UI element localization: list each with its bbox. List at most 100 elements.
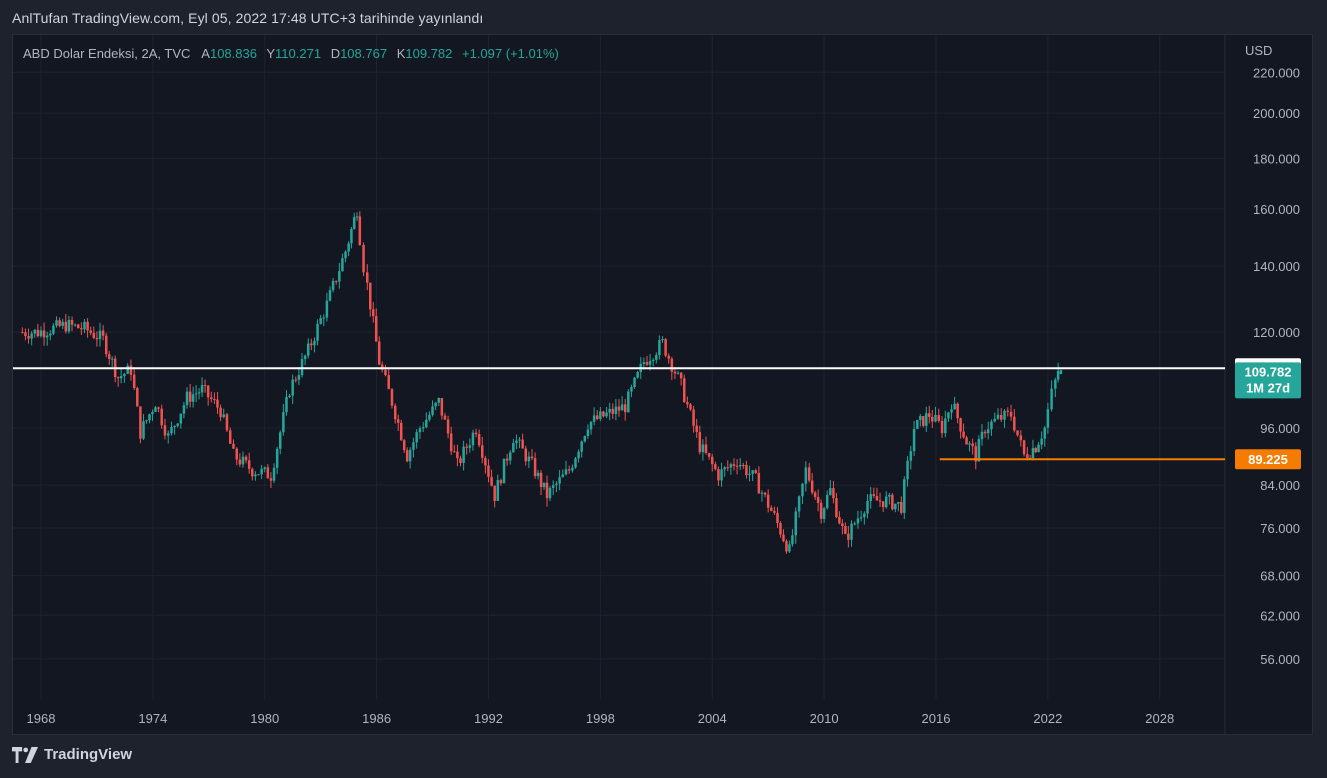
candle-body (571, 467, 574, 471)
y-axis-unit: USD (1245, 43, 1272, 58)
candle-body (67, 319, 71, 332)
candle-body (123, 373, 126, 377)
candle-body (251, 468, 254, 477)
candle-body (527, 456, 531, 462)
candle-body (428, 414, 431, 420)
candle-body (58, 320, 61, 326)
candle-body (499, 480, 503, 484)
candle-body (630, 387, 633, 392)
candle-body (266, 467, 270, 479)
candle-body (751, 470, 754, 474)
candle-body (173, 425, 176, 428)
candle-body (779, 523, 782, 535)
candle-body (269, 478, 273, 481)
candle-body (471, 432, 475, 446)
candle-body (396, 419, 400, 423)
candle-body (145, 420, 148, 422)
candle-body (745, 465, 748, 476)
candle-body (714, 464, 717, 470)
symbol-name[interactable]: ABD Dolar Endeksi, 2A, TVC (23, 46, 191, 61)
candle-body (776, 512, 779, 524)
close-value: 109.782 (405, 46, 453, 61)
candle-body (83, 321, 86, 330)
candle-body (804, 467, 808, 484)
candle-body (322, 317, 326, 319)
candle-body (518, 439, 521, 441)
ohlc-legend: ABD Dolar Endeksi, 2A, TVC A108.836 Y110… (23, 46, 565, 61)
candle-body (191, 394, 195, 402)
candle-body (950, 409, 953, 413)
x-tick-label: 1968 (27, 711, 56, 726)
candle-body (98, 330, 102, 340)
x-tick-label: 1980 (250, 711, 279, 726)
candle-body (608, 408, 611, 413)
candle-body (947, 412, 950, 419)
candle-body (272, 467, 276, 481)
candle-body (1031, 448, 1035, 459)
candle-body (869, 494, 872, 501)
candle-body (673, 371, 677, 374)
candle-body (358, 216, 362, 245)
candle-body (937, 414, 941, 421)
candle-body (648, 361, 652, 365)
candle-body (347, 243, 350, 252)
brand-footer[interactable]: TradingView (12, 746, 132, 763)
candle-body (1006, 410, 1010, 412)
candle-body (64, 321, 68, 332)
candle-body (206, 385, 210, 398)
candle-body (453, 451, 456, 453)
candle-body (166, 433, 170, 436)
candle-body (825, 494, 829, 509)
candle-body (405, 450, 409, 462)
chart-panel[interactable]: USD 220.000 200.000 180.000 160.000 140.000 12… (12, 34, 1313, 735)
candle-body (977, 439, 981, 462)
candle-body (555, 483, 558, 486)
candle-body (679, 372, 683, 379)
high-value: 110.271 (275, 46, 322, 61)
candle-body (288, 395, 291, 398)
candle-body (95, 337, 99, 340)
candle-body (922, 416, 925, 426)
candle-body (558, 477, 561, 484)
candle-body (107, 354, 111, 359)
candle-body (70, 319, 74, 325)
candle-body (431, 406, 434, 415)
candle-body (732, 464, 736, 466)
candle-body (325, 300, 329, 318)
candle-body (844, 526, 847, 534)
candle-body (200, 385, 204, 393)
candle-body (260, 468, 263, 475)
candle-body (440, 397, 444, 416)
candle-body (574, 458, 577, 468)
candle-body (661, 339, 664, 341)
candle-body (291, 379, 294, 396)
candle-body (642, 362, 646, 364)
x-tick-label: 2004 (698, 711, 727, 726)
candle-body (816, 497, 820, 503)
candle-body (73, 324, 77, 326)
candle-body (602, 411, 605, 417)
candle-body (689, 404, 692, 410)
candle-body (801, 483, 804, 497)
candle-body (704, 444, 708, 454)
candle-body (36, 329, 40, 337)
candle-body (760, 492, 764, 494)
candle-body (521, 439, 524, 449)
candle-body (89, 330, 92, 333)
candle-body (853, 523, 856, 525)
candle-body (807, 467, 811, 481)
candle-body (182, 405, 186, 414)
candle-body (390, 389, 394, 406)
price-chart[interactable]: USD 220.000 200.000 180.000 160.000 140.000 12… (13, 35, 1312, 734)
candle-body (723, 467, 726, 470)
candle-body (225, 414, 229, 431)
x-tick-label: 1974 (138, 711, 167, 726)
candle-body (310, 343, 313, 346)
candle-body (493, 485, 496, 501)
candle-body (313, 340, 316, 346)
candle-body (418, 428, 422, 433)
candle-body (788, 544, 791, 552)
candle-body (139, 406, 142, 439)
candle-body (934, 414, 937, 422)
candle-body (894, 503, 897, 510)
